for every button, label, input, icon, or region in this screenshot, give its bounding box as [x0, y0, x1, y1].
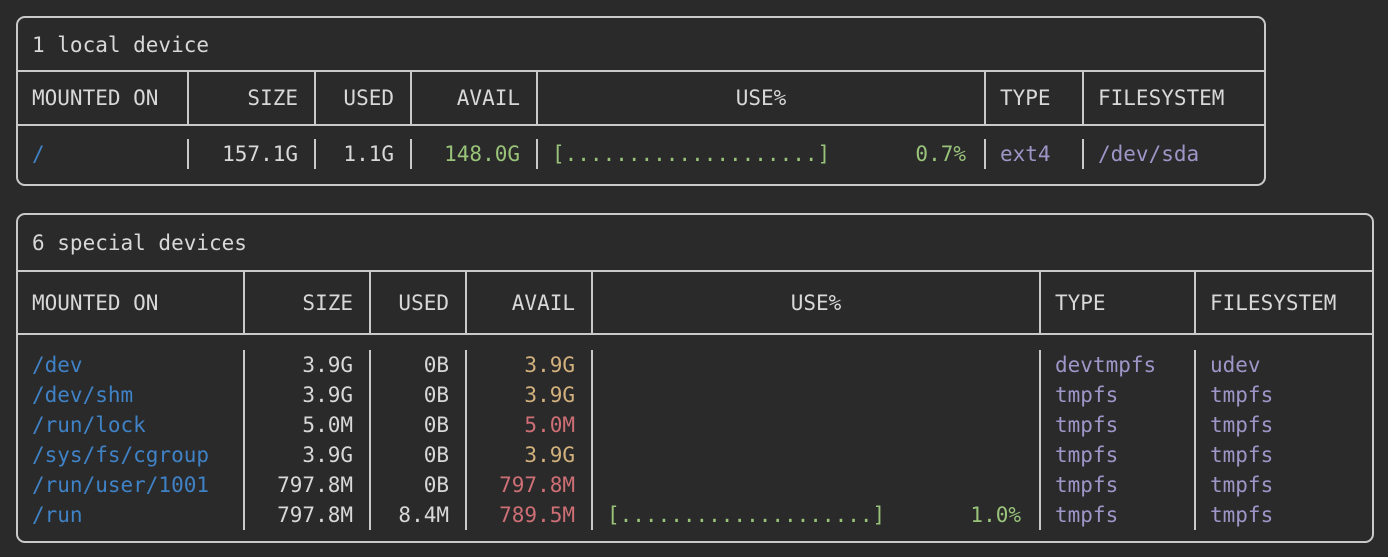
- local-devices-table: 1 local device MOUNTED ON SIZE USED AVAI…: [16, 16, 1266, 186]
- column-header-mounted-on: MOUNTED ON: [18, 72, 189, 124]
- cell-type: tmpfs: [1055, 413, 1119, 437]
- cell-mounted-on: /sys/fs/cgroup: [32, 443, 210, 467]
- cell-used: 0B: [423, 413, 449, 437]
- column-header-use-percent: USE%: [593, 272, 1041, 333]
- cell-used: 1.1G: [343, 142, 394, 166]
- cell-filesystem: tmpfs: [1210, 413, 1274, 437]
- table-title-local-devices: 1 local device: [18, 18, 1264, 72]
- cell-size: 797.8M: [277, 473, 353, 497]
- cell-use-percent: [593, 410, 1039, 440]
- column-type: ext4: [986, 139, 1084, 169]
- column-size: 3.9G 3.9G 5.0M 3.9G 797.8M 797.8M: [245, 350, 371, 530]
- cell-use-percent: [593, 470, 1039, 500]
- column-avail: 148.0G: [412, 139, 538, 169]
- cell-used: 0B: [423, 353, 449, 377]
- cell-use-percent: [593, 380, 1039, 410]
- column-header-type: TYPE: [986, 72, 1084, 124]
- column-used: 1.1G: [316, 139, 412, 169]
- cell-avail: 5.0M: [524, 413, 575, 437]
- cell-mounted-on: /run: [32, 503, 83, 527]
- cell-used: 0B: [423, 383, 449, 407]
- cell-avail: 789.5M: [499, 503, 575, 527]
- column-header-size: SIZE: [189, 72, 316, 124]
- cell-use-percent: [593, 350, 1039, 380]
- cell-avail: 3.9G: [524, 353, 575, 377]
- cell-mounted-on: /run/user/1001: [32, 473, 210, 497]
- column-header-use-percent: USE%: [538, 72, 986, 124]
- column-use-percent: [....................] 0.7%: [538, 139, 986, 169]
- column-use-percent: [....................] 1.0%: [593, 350, 1041, 530]
- column-avail: 3.9G 3.9G 5.0M 3.9G 797.8M 789.5M: [467, 350, 593, 530]
- cell-filesystem: tmpfs: [1210, 503, 1274, 527]
- cell-filesystem: /dev/sda: [1098, 142, 1200, 166]
- cell-size: 3.9G: [302, 383, 353, 407]
- column-header-filesystem: FILESYSTEM: [1210, 290, 1337, 315]
- cell-avail: 3.9G: [524, 383, 575, 407]
- cell-avail: 3.9G: [524, 443, 575, 467]
- cell-mounted-on: /: [32, 142, 45, 166]
- column-header-avail: AVAIL: [412, 72, 538, 124]
- column-header-avail: AVAIL: [467, 272, 593, 333]
- cell-type: tmpfs: [1055, 473, 1119, 497]
- column-header-type: TYPE: [1041, 272, 1196, 333]
- cell-size: 797.8M: [277, 503, 353, 527]
- cell-type: devtmpfs: [1055, 353, 1157, 377]
- column-header-size: SIZE: [245, 272, 371, 333]
- cell-avail: 148.0G: [444, 142, 520, 166]
- table-title-special-devices: 6 special devices: [18, 215, 1372, 272]
- cell-type: tmpfs: [1055, 503, 1119, 527]
- column-size: 157.1G: [189, 139, 316, 169]
- cell-size: 3.9G: [302, 443, 353, 467]
- usage-bar: [....................]: [607, 503, 886, 527]
- cell-filesystem: tmpfs: [1210, 443, 1274, 467]
- table-body: / 157.1G 1.1G 148.0G [..................…: [18, 126, 1264, 182]
- table-header-row: MOUNTED ON SIZE USED AVAIL USE% TYPE FIL…: [18, 272, 1372, 335]
- table-header-row: MOUNTED ON SIZE USED AVAIL USE% TYPE FIL…: [18, 72, 1264, 126]
- column-mounted-on: /dev /dev/shm /run/lock /sys/fs/cgroup /…: [18, 350, 245, 530]
- cell-size: 3.9G: [302, 353, 353, 377]
- cell-used: 8.4M: [398, 503, 449, 527]
- cell-filesystem: tmpfs: [1210, 383, 1274, 407]
- special-devices-table: 6 special devices MOUNTED ON SIZE USED A…: [16, 213, 1374, 543]
- column-filesystem: /dev/sda: [1084, 139, 1264, 169]
- column-type: devtmpfs tmpfs tmpfs tmpfs tmpfs tmpfs: [1041, 350, 1196, 530]
- cell-size: 5.0M: [302, 413, 353, 437]
- cell-type: ext4: [1000, 142, 1051, 166]
- cell-use-percent: [....................] 0.7%: [538, 139, 984, 169]
- cell-used: 0B: [423, 473, 449, 497]
- column-header-mounted-on: MOUNTED ON: [18, 272, 245, 333]
- cell-use-percent: [....................] 1.0%: [593, 500, 1039, 530]
- usage-percent: 0.7%: [915, 142, 966, 166]
- cell-use-percent: [593, 440, 1039, 470]
- cell-filesystem: udev: [1210, 353, 1261, 377]
- usage-bar: [....................]: [552, 142, 831, 166]
- column-header-used: USED: [316, 72, 412, 124]
- cell-avail: 797.8M: [499, 473, 575, 497]
- column-header-used: USED: [371, 272, 467, 333]
- cell-type: tmpfs: [1055, 443, 1119, 467]
- column-mounted-on: /: [18, 139, 189, 169]
- cell-used: 0B: [423, 443, 449, 467]
- column-used: 0B 0B 0B 0B 0B 8.4M: [371, 350, 467, 530]
- table-body: /dev /dev/shm /run/lock /sys/fs/cgroup /…: [18, 335, 1372, 539]
- column-filesystem: udev tmpfs tmpfs tmpfs tmpfs tmpfs: [1196, 350, 1372, 530]
- cell-mounted-on: /run/lock: [32, 413, 146, 437]
- cell-type: tmpfs: [1055, 383, 1119, 407]
- cell-mounted-on: /dev: [32, 353, 83, 377]
- cell-mounted-on: /dev/shm: [32, 383, 134, 407]
- cell-size: 157.1G: [222, 142, 298, 166]
- cell-filesystem: tmpfs: [1210, 473, 1274, 497]
- usage-percent: 1.0%: [970, 503, 1021, 527]
- column-header-filesystem: FILESYSTEM: [1098, 86, 1225, 110]
